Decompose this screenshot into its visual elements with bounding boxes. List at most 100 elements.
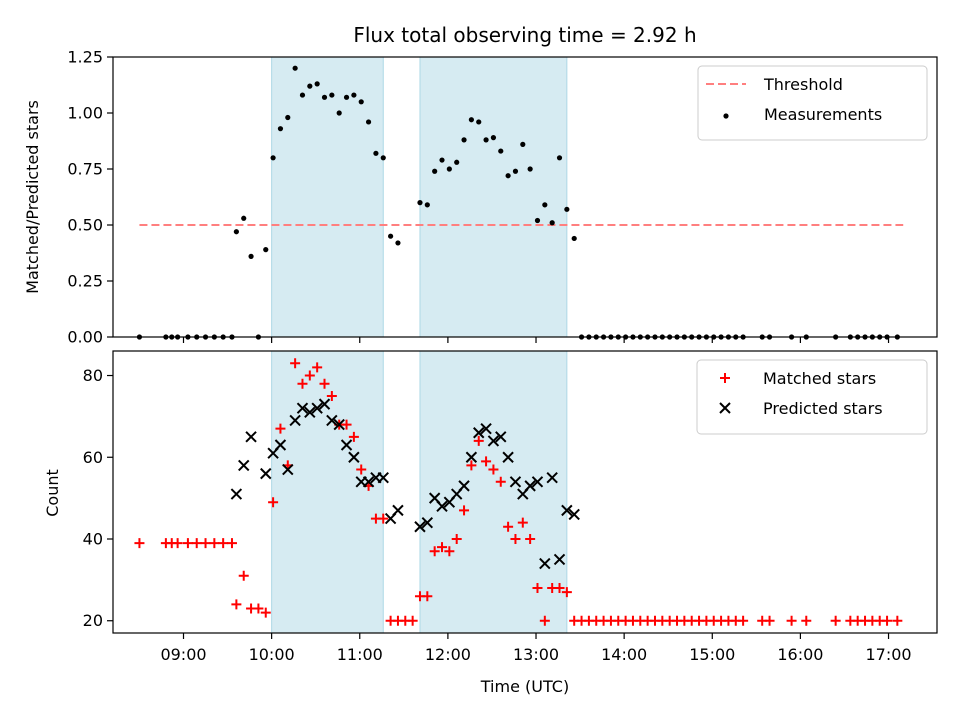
legend: Threshold Measurements [697,65,928,141]
matched-stars-point [481,456,492,467]
predicted-stars-point [260,467,272,480]
predicted-stars-point [539,557,551,570]
predicted-stars-point [568,508,580,521]
matched-stars-point [356,464,367,475]
matched-stars-point [503,521,514,532]
measurements-point [314,81,320,87]
legend-swatch-predicted-stars [719,402,731,414]
matched-stars-point [473,435,484,446]
x-tick-label: 13:00 [513,645,559,664]
matched-stars-point [341,419,352,430]
matched-stars-point [451,534,462,544]
predicted-stars-point [326,414,338,427]
matched-stars-point [466,460,477,471]
measurements-point [512,168,519,174]
predicted-stars-point [495,431,507,443]
matched-stars-point [510,534,521,544]
measurements-point [490,135,497,141]
predicted-stars-point [238,459,250,472]
measurements-point [564,206,570,212]
matched-stars-point [260,607,271,618]
matched-stars-point [297,378,308,389]
measurements-point [248,253,254,259]
predicted-stars-point [509,476,522,488]
measurements-point [321,94,328,100]
measurements-point [270,155,276,161]
measurements-point [454,159,460,165]
matched-stars-point [764,615,775,626]
measurements-point [380,155,386,161]
measurements-point [556,155,563,161]
measurements-point [549,220,555,226]
shaded-interval-2 [419,56,568,338]
matched-stars-point [407,615,418,626]
predicted-stars-point [245,431,257,443]
predicted-stars-point [318,398,331,410]
x-tick-label: 15:00 [689,645,735,664]
predicted-stars-point [230,488,243,500]
predicted-stars-point [421,516,434,529]
matched-stars-point [495,476,506,487]
matched-stars-point [378,513,389,524]
measurements-point [358,99,364,105]
x-tick-label: 09:00 [160,645,206,664]
predicted-stars-point [531,476,544,488]
matched-stars-point [561,587,572,598]
predicted-stars-point [502,451,514,463]
predicted-stars-point [480,422,492,435]
measurements-point [307,83,313,89]
measurements-point [439,157,445,163]
measurements-point [483,137,489,143]
measurements-point [461,137,467,143]
x-tick-label: 14:00 [601,645,647,664]
legend-box [696,359,928,435]
measurements-point [424,202,430,208]
measurements-point [263,247,269,253]
predicted-stars-point [436,500,448,513]
matched-stars-point [209,538,220,549]
legend-box [697,65,928,141]
plot-frame [112,350,938,634]
matched-stars-point [253,603,264,614]
legend-label-measurements: Measurements [764,105,882,124]
measurements-point [351,92,357,98]
matched-stars-point [191,538,202,549]
predicted-stars-point [311,402,323,414]
matched-stars-point [539,615,550,626]
measurements-point [233,229,239,235]
shaded-interval-2 [419,350,568,634]
measurements-point [343,94,350,100]
matched-stars-point [525,534,536,544]
measurements-point [505,173,511,179]
matched-stars-point [422,591,433,602]
measurements-point [285,114,291,121]
shaded-interval-1 [271,350,384,634]
measurements-point [432,168,438,174]
plot-frame [112,56,938,338]
predicted-stars-point [465,451,478,463]
matched-stars-point [182,538,193,549]
bottom-y-axis-label: Count [43,469,62,517]
measurements-point [241,215,247,221]
matched-stars-point [488,464,499,475]
top-y-axis-label: Matched/Predicted stars [23,100,42,294]
predicted-stars-point [362,476,375,488]
measurements-point [498,148,504,154]
matched-stars-point [738,615,749,626]
matched-stars-point [172,538,183,549]
measurements-point [395,240,401,246]
x-axis-label: Time (UTC) [480,677,569,696]
measurements-point [365,119,372,125]
predicted-stars-point [274,439,287,451]
measurements-point [299,92,306,98]
x-tick-label: 16:00 [777,645,823,664]
predicted-stars-point [561,504,573,517]
x-tick-label: 11:00 [337,645,383,664]
matched-stars-point [275,423,286,434]
predicted-stars-point [414,521,426,533]
matched-stars-point [892,615,903,626]
top-panel: 0.00 0.25 0.50 0.75 1.00 1.25 Threshold Measure… [67,48,938,347]
measurements-point [534,217,541,224]
predicted-stars-point [296,402,309,414]
